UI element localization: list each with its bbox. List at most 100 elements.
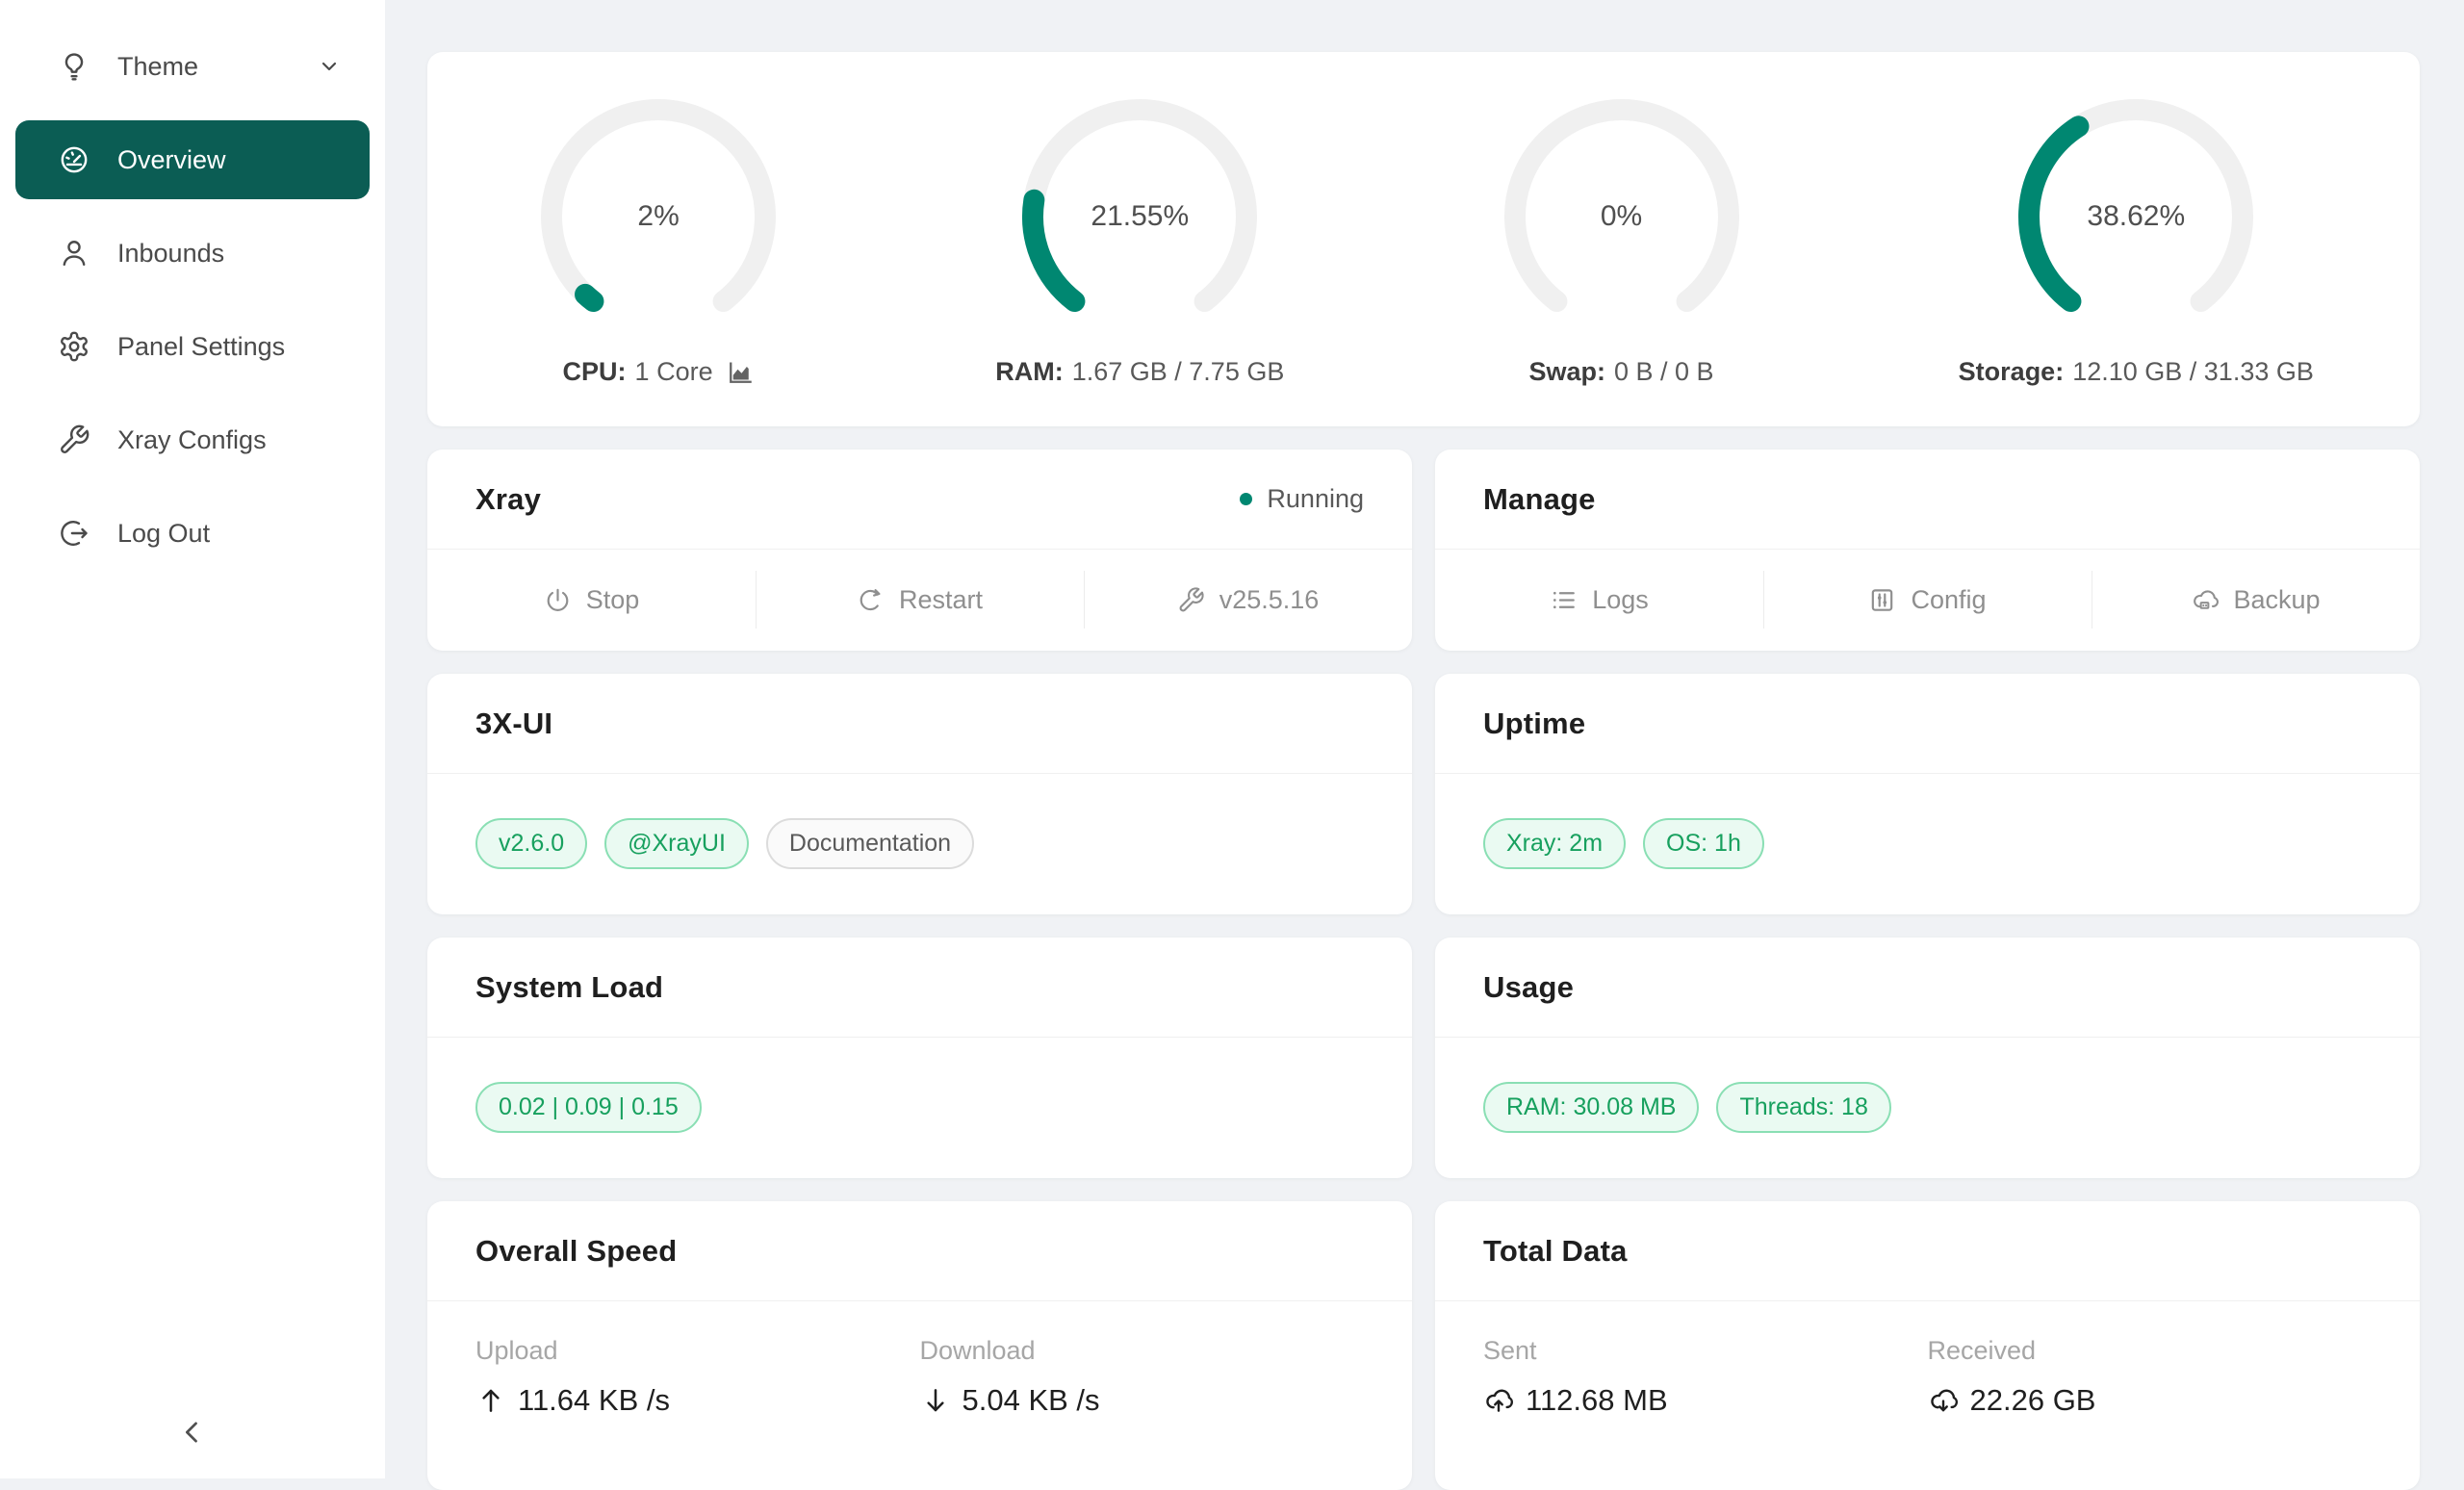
sidebar-item-label: Overview — [117, 144, 226, 174]
chevron-left-icon — [176, 1416, 209, 1449]
received-label: Received — [1927, 1336, 2037, 1365]
cpu-gauge-percent: 2% — [637, 200, 680, 232]
ram-value: 1.67 GB / 7.75 GB — [1071, 357, 1285, 386]
ram-usage-badge: RAM: 30.08 MB — [1483, 1082, 1700, 1133]
total-data-card-title: Total Data — [1483, 1233, 1628, 1268]
version-badge[interactable]: v2.6.0 — [475, 818, 588, 869]
cloud-upload-icon — [1483, 1385, 1514, 1416]
sent-label: Sent — [1483, 1336, 1537, 1365]
main-content: 2% CPU: 1 Core 21.55% RAM: 1.67 — [385, 0, 2464, 1490]
arrow-up-icon — [475, 1385, 506, 1416]
cloud-server-icon — [2191, 586, 2220, 614]
ram-gauge-arc: 21.55% — [1014, 91, 1265, 342]
cpu-label: CPU: — [562, 357, 627, 386]
sent-stat: Sent 112.68 MB — [1483, 1336, 1928, 1418]
arrow-down-icon — [920, 1385, 951, 1416]
cpu-gauge: 2% CPU: 1 Core — [533, 91, 783, 387]
user-icon — [58, 237, 90, 270]
ram-label: RAM: — [995, 357, 1064, 386]
xray-status: Running — [1240, 484, 1364, 514]
storage-label: Storage: — [1958, 357, 2065, 386]
overall-speed-card-title: Overall Speed — [475, 1233, 678, 1268]
overall-speed-card: Overall Speed Upload 11.64 KB /s — [427, 1201, 1412, 1490]
sidebar-item-panel-settings[interactable]: Panel Settings — [15, 307, 370, 386]
sidebar-collapse-button[interactable] — [170, 1410, 215, 1457]
swap-label: Swap: — [1528, 357, 1605, 386]
logs-label: Logs — [1592, 584, 1649, 614]
reload-icon — [857, 586, 885, 614]
running-status-label: Running — [1267, 484, 1364, 513]
os-uptime-badge: OS: 1h — [1643, 818, 1764, 869]
ram-gauge: 21.55% RAM: 1.67 GB / 7.75 GB — [995, 91, 1284, 387]
config-button[interactable]: Config — [1763, 550, 2092, 650]
xray-card-title: Xray — [475, 481, 542, 516]
sidebar-item-label: Inbounds — [117, 238, 225, 268]
cloud-download-icon — [1928, 1385, 1959, 1416]
swap-gauge-percent: 0% — [1600, 200, 1643, 232]
area-chart-icon[interactable] — [726, 358, 755, 387]
backup-label: Backup — [2233, 584, 2321, 614]
sidebar-menu: Theme Overview — [0, 0, 385, 573]
system-load-card-title: System Load — [475, 969, 664, 1004]
logout-icon — [58, 517, 90, 550]
swap-gauge-arc: 0% — [1497, 91, 1747, 342]
documentation-badge[interactable]: Documentation — [765, 818, 975, 869]
uptime-card: Uptime Xray: 2m OS: 1h — [1435, 674, 2420, 914]
swap-value: 0 B / 0 B — [1613, 357, 1714, 386]
xray-version-button[interactable]: v25.5.16 — [1084, 550, 1412, 650]
upload-value: 11.64 KB /s — [518, 1383, 670, 1417]
ram-gauge-label: RAM: 1.67 GB / 7.75 GB — [995, 357, 1284, 387]
xrayui-badge[interactable]: @XrayUI — [604, 818, 749, 869]
lightbulb-icon — [58, 50, 90, 83]
sidebar-item-log-out[interactable]: Log Out — [15, 494, 370, 573]
chevron-down-icon — [318, 55, 341, 78]
config-label: Config — [1911, 584, 1987, 614]
uptime-card-title: Uptime — [1483, 706, 1586, 740]
list-icon — [1550, 586, 1578, 614]
threads-badge: Threads: 18 — [1716, 1082, 1891, 1133]
system-load-card: System Load 0.02 | 0.09 | 0.15 — [427, 938, 1412, 1178]
load-average-badge: 0.02 | 0.09 | 0.15 — [475, 1082, 702, 1133]
upload-label: Upload — [475, 1336, 558, 1365]
cpu-gauge-arc: 2% — [533, 91, 783, 342]
storage-gauge: 38.62% Storage: 12.10 GB / 31.33 GB — [1959, 91, 2314, 387]
system-gauges-card: 2% CPU: 1 Core 21.55% RAM: 1.67 — [427, 52, 2420, 426]
sidebar: Theme Overview — [0, 0, 385, 1478]
sidebar-item-theme[interactable]: Theme — [15, 27, 370, 106]
sent-value: 112.68 MB — [1526, 1383, 1668, 1417]
xray-stop-label: Stop — [585, 584, 640, 614]
total-data-card: Total Data Sent 112.68 MB — [1435, 1201, 2420, 1490]
logs-button[interactable]: Logs — [1435, 550, 1763, 650]
sidebar-item-label: Xray Configs — [117, 424, 267, 454]
power-icon — [544, 586, 572, 614]
sidebar-item-overview[interactable]: Overview — [15, 120, 370, 199]
swap-gauge-label: Swap: 0 B / 0 B — [1528, 357, 1713, 387]
sliders-icon — [1868, 586, 1896, 614]
sidebar-item-label: Panel Settings — [117, 331, 286, 361]
download-label: Download — [919, 1336, 1036, 1365]
xray-uptime-badge: Xray: 2m — [1483, 818, 1627, 869]
xray-restart-button[interactable]: Restart — [756, 550, 1084, 650]
upload-stat: Upload 11.64 KB /s — [475, 1336, 920, 1418]
sidebar-item-inbounds[interactable]: Inbounds — [15, 214, 370, 293]
download-value: 5.04 KB /s — [962, 1383, 1100, 1417]
manage-card: Manage Logs — [1435, 450, 2420, 651]
received-value: 22.26 GB — [1969, 1383, 2096, 1417]
manage-card-title: Manage — [1483, 481, 1596, 516]
sidebar-item-xray-configs[interactable]: Xray Configs — [15, 400, 370, 479]
xui-card-title: 3X-UI — [475, 706, 553, 740]
backup-button[interactable]: Backup — [2092, 550, 2420, 650]
xray-card: Xray Running Stop — [427, 450, 1412, 651]
storage-value: 12.10 GB / 31.33 GB — [2072, 357, 2314, 386]
swap-gauge: 0% Swap: 0 B / 0 B — [1497, 91, 1747, 387]
xray-stop-button[interactable]: Stop — [427, 550, 756, 650]
usage-card: Usage RAM: 30.08 MB Threads: 18 — [1435, 938, 2420, 1178]
usage-card-title: Usage — [1483, 969, 1575, 1004]
sidebar-item-label: Theme — [117, 51, 199, 81]
xray-restart-label: Restart — [898, 584, 984, 614]
download-stat: Download 5.04 KB /s — [920, 1336, 1365, 1418]
gear-icon — [58, 330, 90, 363]
wrench-icon — [1177, 586, 1205, 614]
cpu-gauge-label: CPU: 1 Core — [563, 357, 755, 387]
xray-version-label: v25.5.16 — [1219, 584, 1320, 614]
